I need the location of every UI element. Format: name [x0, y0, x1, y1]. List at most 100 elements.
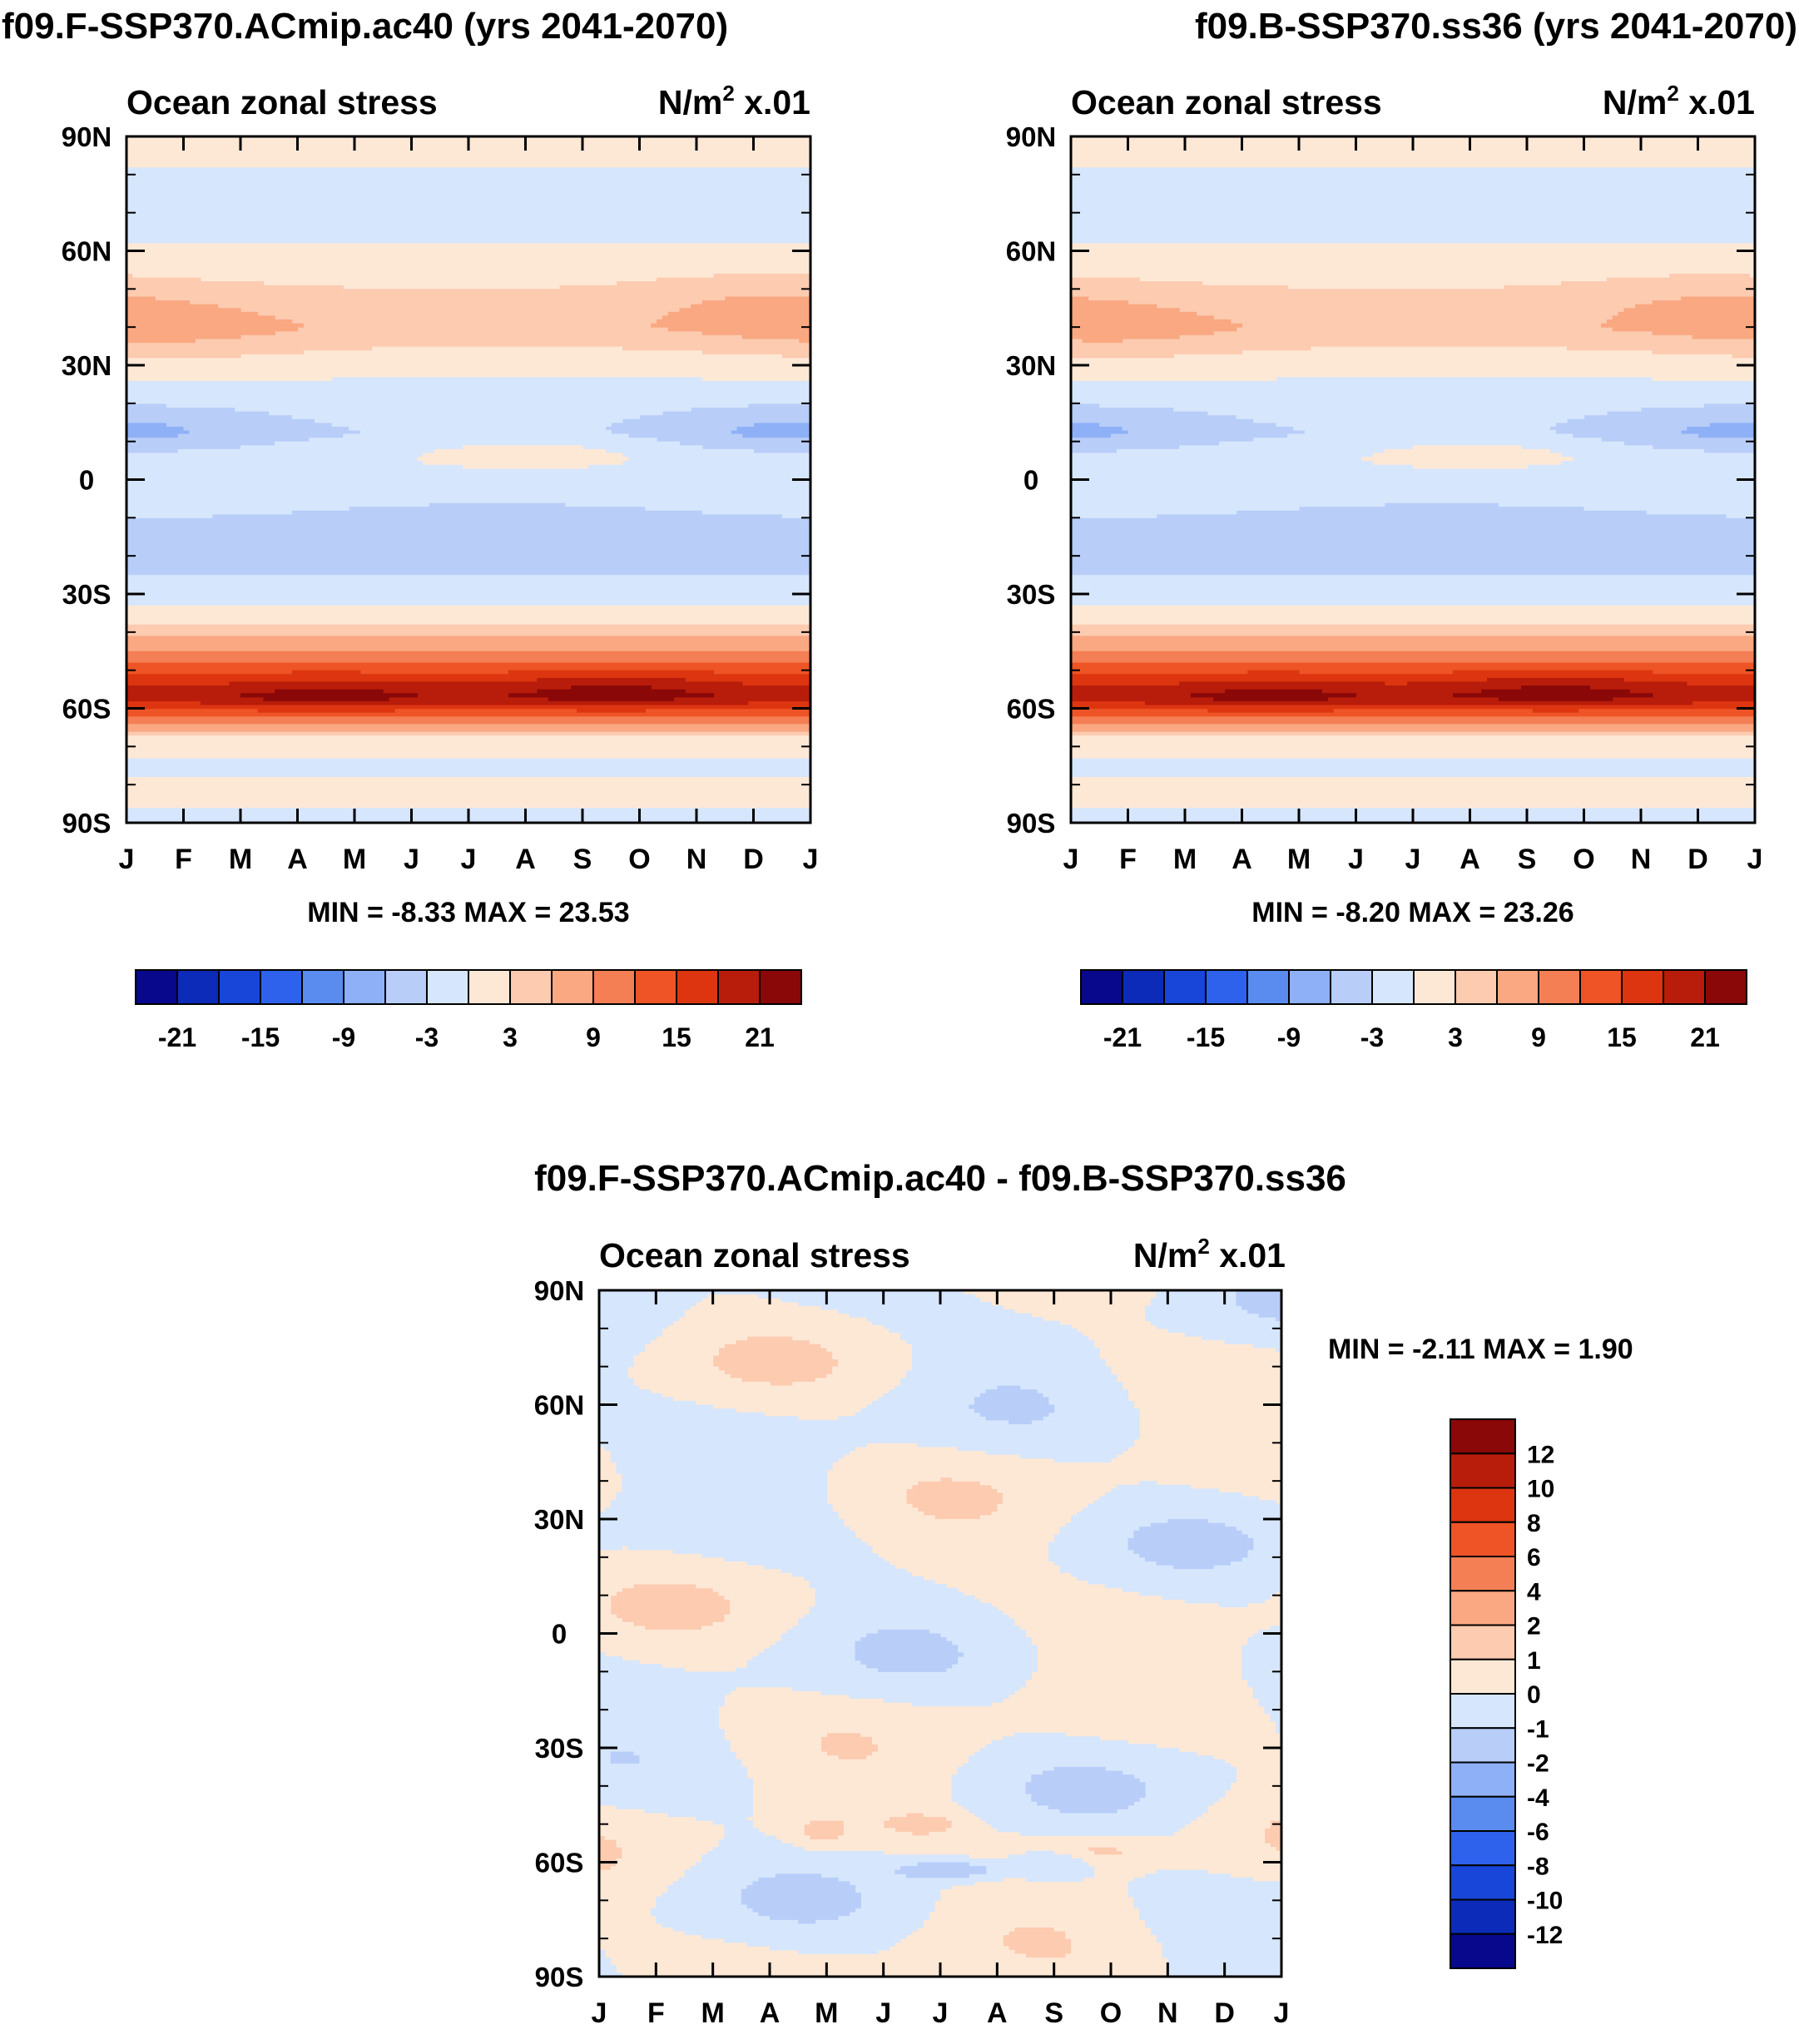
panel-b-xtick-label: F [1119, 844, 1137, 875]
panel-a-colorbar-swatch [510, 970, 552, 1004]
panel-b-colorbar-swatch [1206, 970, 1247, 1004]
panel-a-min-max: MIN = -8.33 MAX = 23.53 [307, 897, 629, 928]
panel-c-colorbar-label: -4 [1527, 1784, 1549, 1812]
panel-c-xtick-label: J [933, 1997, 949, 2029]
panel-b: f09.B-SSP370.ss36 (yrs 2041-2070) Ocean … [1006, 6, 1797, 1052]
panel-a-ytick-label: 60N [62, 236, 112, 267]
panel-b-xtick-label: N [1631, 844, 1652, 875]
panel-c-colorbar-swatch [1450, 1660, 1515, 1694]
panel-c-xtick-label: J [592, 1997, 607, 2029]
panel-b-colorbar-swatch [1164, 970, 1206, 1004]
panel-c-colorbar-label: 6 [1527, 1544, 1541, 1571]
panel-c-colorbar-label: 4 [1527, 1578, 1541, 1606]
panel-c-colorbar-label: 10 [1527, 1476, 1554, 1503]
panel-a-ytick-label: 30S [62, 579, 112, 610]
panel-b-ytick-label: 0 [1023, 465, 1038, 496]
panel-c-colorbar-swatch [1450, 1831, 1515, 1865]
panel-a-xtick-label: F [175, 844, 192, 875]
panel-a-colorbar-swatch [760, 970, 801, 1004]
panel-c-xtick-label: N [1157, 1997, 1178, 2029]
panel-b-colorbar-label: -21 [1103, 1022, 1142, 1052]
panel-a-colorbar-swatch [676, 970, 718, 1004]
panel-c-colorbar-swatch [1450, 1591, 1515, 1625]
panel-b-colorbar-label: -15 [1187, 1022, 1225, 1052]
panel-c-colorbar-label: -12 [1527, 1922, 1563, 1949]
panel-a-max: MAX = 23.53 [463, 897, 629, 928]
panel-c-colorbar-swatch [1450, 1900, 1515, 1934]
panel-a-colorbar-label: -15 [241, 1022, 280, 1052]
panel-b-xtick-label: A [1232, 844, 1252, 875]
panel-a-min: MIN = -8.33 [307, 897, 456, 928]
panel-b-units: N/m2 x.01 [1603, 81, 1755, 121]
panel-c-xtick-label: M [701, 1997, 725, 2029]
panel-b-ytick-label: 30N [1006, 350, 1057, 381]
panel-a-field-label: Ocean zonal stress [126, 83, 438, 121]
panel-b-colorbar-swatch [1663, 970, 1705, 1004]
panel-a-colorbar-label: -21 [158, 1022, 196, 1052]
panel-a-colorbar-swatch [718, 970, 760, 1004]
panel-a-units: N/m2 x.01 [658, 81, 810, 121]
panel-c-xtick-label: M [815, 1997, 838, 2029]
panel-b-ytick-label: 60S [1007, 694, 1056, 725]
panel-c-colorbar-label: -1 [1527, 1715, 1549, 1743]
panel-c-min-max: MIN = -2.11 MAX = 1.90 [1328, 1334, 1633, 1365]
panel-a-xtick-label: S [573, 844, 592, 875]
panel-a-xtick-label: J [404, 844, 419, 875]
panel-a-colorbar-swatch [593, 970, 635, 1004]
panel-b-ytick-label: 90N [1006, 121, 1057, 152]
panel-c-ytick-label: 60S [535, 1848, 584, 1878]
panel-a-title: f09.F-SSP370.ACmip.ac40 (yrs 2041-2070) [2, 6, 728, 47]
panel-b-colorbar-swatch [1081, 970, 1123, 1004]
panel-c-colorbar-label: -8 [1527, 1853, 1549, 1880]
panel-b-ytick-label: 60N [1006, 236, 1057, 267]
panel-c-xtick-label: J [875, 1997, 891, 2029]
panel-c-colorbar-label: 12 [1527, 1441, 1554, 1468]
panel-b-colorbar-swatch [1539, 970, 1580, 1004]
panel-c-field-label: Ocean zonal stress [599, 1236, 910, 1274]
panel-b-xtick-label: M [1173, 844, 1197, 875]
panel-a-colorbar-swatch [635, 970, 676, 1004]
panel-c-ytick-label: 90N [534, 1275, 585, 1306]
panel-c-colorbar-swatch [1450, 1522, 1515, 1557]
panel-c-colorbar-swatch [1450, 1797, 1515, 1831]
panel-b-xtick-label: A [1460, 844, 1480, 875]
panel-a-xtick-label: M [343, 844, 366, 875]
panel-b-title: f09.B-SSP370.ss36 (yrs 2041-2070) [1195, 6, 1797, 47]
panel-c-max: MAX = 1.90 [1483, 1334, 1633, 1365]
panel-a-ytick-label: 30N [62, 350, 112, 381]
panel-c-title: f09.F-SSP370.ACmip.ac40 - f09.B-SSP370.s… [534, 1158, 1346, 1199]
panel-a-colorbar-label: 21 [745, 1022, 775, 1052]
panel-c-ytick-label: 90S [535, 1962, 584, 1992]
panel-b-colorbar-swatch [1289, 970, 1331, 1004]
panel-c-colorbar-swatch [1450, 1453, 1515, 1487]
panel-c-colorbar-label: -10 [1527, 1888, 1563, 1915]
panel-a: f09.F-SSP370.ACmip.ac40 (yrs 2041-2070) … [2, 6, 818, 1052]
panel-b-xtick-label: J [1348, 844, 1364, 875]
panel-a-colorbar-swatch [177, 970, 219, 1004]
panel-a-ytick-label: 60S [62, 694, 112, 725]
panel-b-colorbar-swatch [1372, 970, 1414, 1004]
panel-b-ytick-label: 90S [1007, 808, 1056, 839]
panel-b-colorbar: -21 -15 -9 -3 3 9 15 21 [1081, 970, 1747, 1052]
panel-a-xtick-label: A [515, 844, 536, 875]
panel-c-xtick-label: J [1274, 1997, 1290, 2029]
panel-a-colorbar-swatch [468, 970, 510, 1004]
panel-a-xtick-label: J [461, 844, 477, 875]
panel-a-xtick-label: J [803, 844, 819, 875]
panel-a-colorbar-swatch [136, 970, 177, 1004]
panel-c-colorbar-swatch [1450, 1763, 1515, 1797]
panel-a-ytick-label: 90S [62, 808, 112, 839]
panel-b-colorbar-swatch [1414, 970, 1455, 1004]
panel-a-colorbar-swatch [260, 970, 302, 1004]
panel-a-colorbar-label: 9 [586, 1022, 601, 1052]
panel-a-xtick-label: A [287, 844, 308, 875]
panel-b-colorbar-label: -3 [1360, 1022, 1384, 1052]
panel-a-colorbar-label: 3 [503, 1022, 518, 1052]
panel-b-colorbar-swatch [1497, 970, 1539, 1004]
panel-a-colorbar-swatch [552, 970, 593, 1004]
panel-b-ytick-label: 30S [1007, 579, 1056, 610]
panel-b-xtick-label: J [1405, 844, 1421, 875]
panel-c-xtick-label: D [1214, 1997, 1235, 2029]
panel-c-min: MIN = -2.11 [1328, 1334, 1475, 1365]
